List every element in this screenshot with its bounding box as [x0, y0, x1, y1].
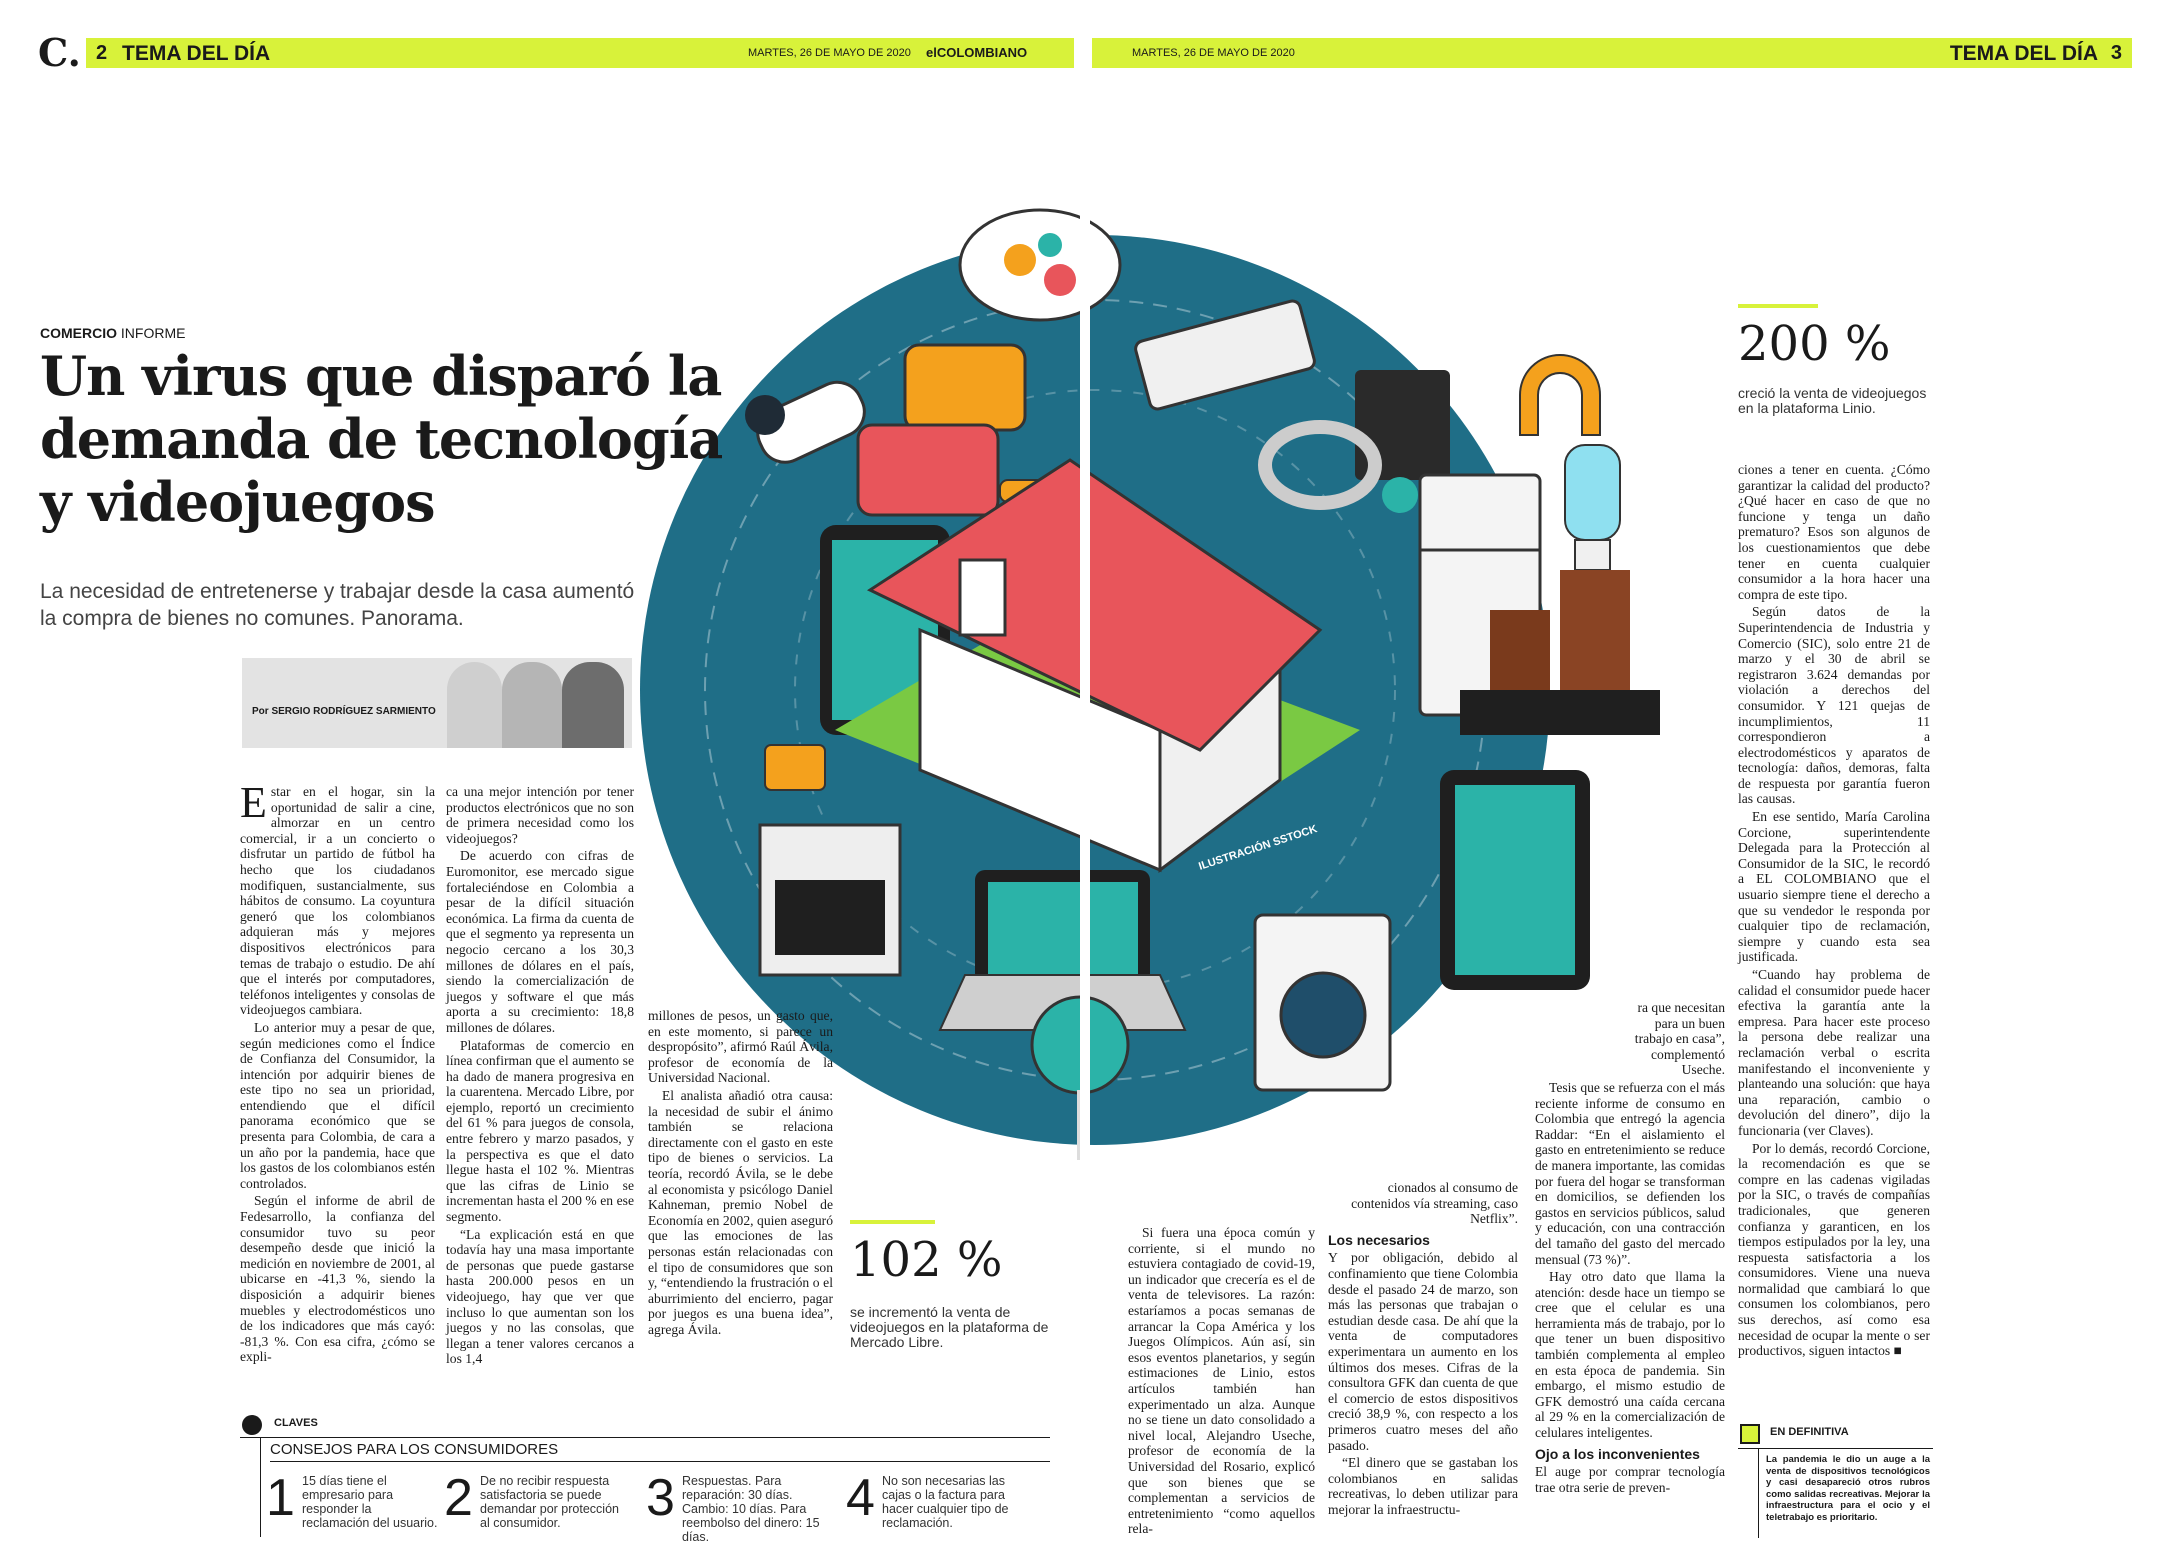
en-definitiva-text: La pandemia le dio un auge a la venta de…: [1766, 1454, 1930, 1523]
tip-item-3: 3 Respuestas. Para reparación: 30 días. …: [646, 1469, 836, 1544]
paragraph: Hay otro dato que llama la atención: des…: [1535, 1269, 1725, 1441]
claves-rule: [240, 1437, 1050, 1438]
en-definitiva-label: EN DEFINITIVA: [1770, 1426, 1849, 1438]
paragraph: cionados al consumo de contenidos vía st…: [1351, 1180, 1518, 1227]
tip-text: 15 días tiene el empresario para respond…: [302, 1474, 438, 1530]
paragraph: ca una mejor intención por tener product…: [446, 784, 634, 846]
paragraph: En ese sentido, María Carolina Corcione,…: [1738, 809, 1930, 965]
stove-icon: [758, 823, 902, 977]
paragraph: Según el informe de abril de Fedesarroll…: [240, 1193, 435, 1365]
left-logo: C.: [38, 30, 81, 75]
left-header-bar: 2 TEMA DEL DÍA MARTES, 26 DE MAYO DE 202…: [86, 38, 1074, 68]
stat-value-102: 102 %: [850, 1232, 1003, 1288]
paragraph: Lo anterior muy a pesar de que, según me…: [240, 1019, 435, 1191]
en-definitiva-box: EN DEFINITIVA La pandemia le dio un auge…: [1738, 1420, 1933, 1540]
paragraph: “La explicación está en que todavía hay …: [446, 1226, 634, 1367]
tip-text: De no recibir respuesta satisfactoria se…: [480, 1474, 619, 1530]
article-column-4: Si fuera una época común y corriente, si…: [1128, 1225, 1315, 1539]
paragraph: Según datos de la Superintendencia de In…: [1738, 604, 1930, 807]
security-camera-icon: [745, 380, 866, 464]
tip-number: 1: [266, 1469, 295, 1527]
claves-title-rule: [270, 1461, 1050, 1462]
washing-machine-icon: [1253, 913, 1392, 1092]
horseshoe-magnet-icon: [1519, 354, 1601, 436]
claves-label: CLAVES: [274, 1417, 318, 1429]
right-date: MARTES, 26 DE MAYO DE 2020: [1132, 47, 1295, 59]
paragraph: ra que necesitan para un buen trabajo en…: [1634, 1000, 1725, 1078]
article-column-3: millones de pesos, un gasto que, en este…: [648, 1008, 833, 1339]
house-icon: [835, 458, 1360, 873]
chat-bubbles-icon: [856, 343, 1027, 517]
stat-caption-200: creció la venta de videojuegos en la pla…: [1738, 385, 1927, 416]
lightbulb-icon: [1564, 444, 1621, 571]
padlock-icon: [764, 744, 826, 791]
paragraph: El analista añadió otra causa: la necesi…: [648, 1087, 833, 1337]
claves-icon: [242, 1415, 262, 1435]
stat-accent-line-2: [1738, 304, 1818, 308]
drop-cap: E: [240, 778, 267, 827]
tablet-icon: [1440, 770, 1590, 990]
headline: Un virus que disparó la demanda de tecno…: [40, 344, 723, 534]
paragraph: “El dinero que se gastaban los colombian…: [1328, 1455, 1518, 1517]
paragraph: Por lo demás, recordó Corcione, la recom…: [1738, 1140, 1930, 1359]
stat-caption-102: se incrementó la venta de videojuegos en…: [850, 1304, 1049, 1350]
subhead-inconvenientes: Ojo a los inconvenientes: [1535, 1445, 1700, 1462]
tip-number: 2: [444, 1469, 473, 1527]
author-photo-1: [447, 662, 502, 748]
smart-ring-icon: [1258, 420, 1382, 510]
article-column-5: cionados al consumo de contenidos vía st…: [1328, 1180, 1518, 1519]
right-page-number: 3: [2110, 42, 2122, 64]
stat-accent-line: [850, 1220, 935, 1224]
air-conditioner-icon: [1134, 299, 1316, 411]
article-column-7: ciones a tener en cuenta. ¿Cómo garantiz…: [1738, 462, 1930, 1361]
tip-item-2: 2 De no recibir respuesta satisfactoria …: [444, 1472, 634, 1532]
publication-name: elCOLOMBIANO: [926, 45, 1028, 60]
paragraph: Y por obligación, debido al confinamient…: [1328, 1250, 1518, 1453]
kicker: COMERCIO INFORME: [40, 325, 185, 341]
paragraph: Si fuera una época común y corriente, si…: [1128, 1225, 1315, 1537]
en-definitiva-rule: [1738, 1448, 1933, 1449]
kicker-bold: COMERCIO: [40, 325, 117, 341]
en-definitiva-side-rule: [1758, 1448, 1759, 1538]
cloud-gears-icon: [958, 208, 1122, 322]
left-date: MARTES, 26 DE MAYO DE 2020: [748, 47, 911, 59]
kicker-rest: INFORME: [120, 325, 186, 341]
paragraph: “Cuando hay problema de calidad el consu…: [1738, 967, 1930, 1138]
byline-box: Por SERGIO RODRÍGUEZ SARMIENTO: [242, 658, 632, 748]
page-gutter: [1080, 165, 1090, 1205]
tip-item-1: 1 15 días tiene el empresario para respo…: [266, 1472, 456, 1532]
right-section-title: TEMA DEL DÍA: [1949, 42, 2098, 65]
subhead-necesarios: Los necesarios: [1328, 1231, 1430, 1248]
paragraph: millones de pesos, un gasto que, en este…: [648, 1008, 833, 1086]
en-definitiva-icon: [1740, 1424, 1760, 1444]
paragraph: De acuerdo con cifras de Euromonitor, es…: [446, 848, 634, 1035]
paragraph: El auge por comprar tecnología trae otra…: [1535, 1464, 1725, 1495]
article-column-2: ca una mejor intención por tener product…: [446, 784, 634, 1369]
tip-item-4: 4 No son necesarias las cajas o la factu…: [846, 1472, 1036, 1532]
author-photo-2: [502, 662, 562, 748]
claves-title: CONSEJOS PARA LOS CONSUMIDORES: [270, 1441, 559, 1458]
tip-number: 4: [846, 1469, 875, 1527]
left-section-title: TEMA DEL DÍA: [122, 42, 271, 65]
claves-left-rule: [260, 1437, 261, 1537]
claves-box: CLAVES CONSEJOS PARA LOS CONSUMIDORES: [240, 1413, 1050, 1538]
speakers-icon: [1460, 570, 1660, 735]
paragraph: Plataformas de comercio en línea confirm…: [446, 1037, 634, 1225]
tip-number: 3: [646, 1469, 675, 1527]
stat-value-200: 200 %: [1738, 316, 1891, 372]
right-header-bar: MARTES, 26 DE MAYO DE 2020 TEMA DEL DÍA …: [1092, 38, 2132, 68]
subtitle: La necesidad de entretenerse y trabajar …: [40, 580, 635, 630]
paragraph: Tesis que se refuerza con el más recient…: [1535, 1079, 1725, 1267]
smart-home-illustration: ILUSTRACIÓN SSTOCK: [640, 208, 1660, 1160]
author-photo-3: [562, 662, 624, 748]
article-column-6: ra que necesitan para un buen trabajo en…: [1535, 1000, 1725, 1497]
paragraph: ciones a tener en cuenta. ¿Cómo garantiz…: [1738, 462, 1930, 602]
byline: Por SERGIO RODRÍGUEZ SARMIENTO: [252, 706, 436, 717]
left-page-number: 2: [96, 42, 108, 64]
tip-text: No son necesarias las cajas o la factura…: [882, 1474, 1009, 1530]
tip-text: Respuestas. Para reparación: 30 días. Ca…: [682, 1474, 820, 1544]
